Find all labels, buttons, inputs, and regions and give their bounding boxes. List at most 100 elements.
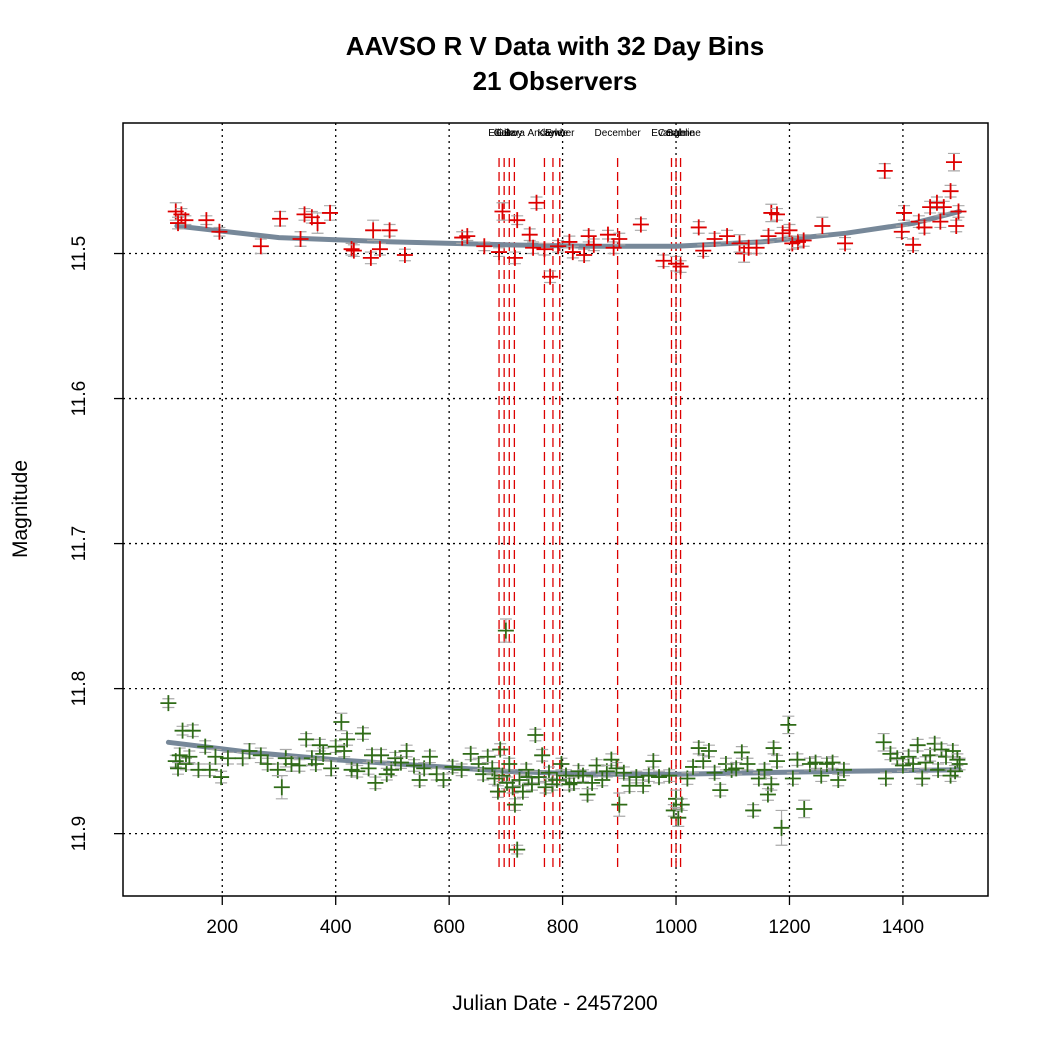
point-marker xyxy=(453,761,470,778)
event-label: Ember xyxy=(545,128,575,139)
data-point-R xyxy=(525,239,542,256)
point-marker xyxy=(621,777,638,794)
point-marker xyxy=(916,219,933,236)
data-point-V xyxy=(882,745,899,762)
point-marker xyxy=(645,753,662,770)
point-marker xyxy=(405,757,422,774)
data-point-R xyxy=(760,228,777,245)
data-point-V xyxy=(527,727,544,744)
event-label: Cerah xyxy=(658,128,685,139)
point-marker xyxy=(768,206,785,223)
point-marker xyxy=(171,747,188,764)
data-point-V xyxy=(327,738,344,755)
data-point-V xyxy=(773,809,790,846)
data-point-R xyxy=(542,268,559,285)
data-point-R xyxy=(521,226,538,243)
point-marker xyxy=(219,750,236,767)
point-marker xyxy=(945,154,962,171)
point-marker xyxy=(635,777,652,794)
point-marker xyxy=(322,204,339,221)
data-point-V xyxy=(584,774,601,791)
point-marker xyxy=(877,770,894,787)
data-point-V xyxy=(661,767,678,784)
point-marker xyxy=(814,217,831,234)
plot-frame xyxy=(122,122,989,897)
data-point-V xyxy=(213,769,230,786)
point-marker xyxy=(184,722,201,739)
data-point-R xyxy=(695,242,712,259)
point-marker xyxy=(605,239,622,256)
event-label: Salme xyxy=(666,128,695,139)
data-point-V xyxy=(421,748,438,765)
point-marker xyxy=(905,756,922,773)
data-point-R xyxy=(362,249,379,266)
data-point-V xyxy=(273,775,290,800)
point-marker xyxy=(585,236,602,253)
point-marker xyxy=(349,763,366,780)
data-point-V xyxy=(298,731,315,748)
point-marker xyxy=(768,753,785,770)
data-point-R xyxy=(585,236,602,253)
grid-lines xyxy=(123,123,988,896)
point-marker xyxy=(951,756,968,773)
data-point-V xyxy=(670,808,687,827)
data-point-R xyxy=(668,255,685,272)
data-point-V xyxy=(339,731,356,748)
data-point-V xyxy=(759,786,776,803)
point-marker xyxy=(177,212,194,229)
point-marker xyxy=(354,725,371,742)
data-point-V xyxy=(354,725,371,742)
point-marker xyxy=(930,761,947,778)
point-marker xyxy=(780,716,797,733)
point-marker xyxy=(327,738,344,755)
data-point-V xyxy=(360,760,377,777)
point-marker xyxy=(542,268,559,285)
data-point-R xyxy=(296,206,313,223)
data-point-R xyxy=(292,231,309,248)
data-point-V xyxy=(917,754,934,771)
data-point-R xyxy=(932,213,949,230)
y-axis-label: Magnitude xyxy=(9,460,32,558)
event-label: Evangeline xyxy=(651,128,701,139)
data-point-R xyxy=(177,212,194,229)
data-point-R xyxy=(814,216,831,236)
point-marker xyxy=(367,774,384,791)
chart-subtitle: 21 Observers xyxy=(473,66,638,96)
y-tick-label: 11.5 xyxy=(69,236,90,272)
x-tick-label: 600 xyxy=(433,917,465,938)
point-marker xyxy=(765,740,782,757)
point-marker xyxy=(712,782,729,799)
data-point-V xyxy=(333,712,350,732)
point-marker xyxy=(360,760,377,777)
data-point-R xyxy=(748,239,765,256)
point-marker xyxy=(789,751,806,768)
point-marker xyxy=(309,215,326,232)
y-tick-label: 11.9 xyxy=(69,816,90,852)
data-point-V xyxy=(398,742,415,759)
point-marker xyxy=(398,742,415,759)
data-point-R xyxy=(345,242,362,259)
data-point-V xyxy=(506,796,523,813)
data-point-V xyxy=(628,769,645,786)
point-marker xyxy=(548,771,565,788)
data-point-R xyxy=(935,199,952,216)
data-point-V xyxy=(570,763,587,780)
x-tick-label: 1000 xyxy=(655,917,697,938)
point-marker xyxy=(528,194,545,211)
data-point-R xyxy=(605,239,622,256)
point-marker xyxy=(795,232,812,249)
point-marker xyxy=(504,779,521,796)
data-point-V xyxy=(712,782,729,799)
event-label: Elliot xyxy=(488,128,510,139)
data-point-V xyxy=(914,770,931,787)
data-point-R xyxy=(211,223,228,240)
data-point-R xyxy=(632,216,649,233)
data-point-R xyxy=(309,212,326,234)
data-point-R xyxy=(381,222,398,239)
point-marker xyxy=(830,771,847,788)
point-marker xyxy=(922,199,939,216)
data-point-R xyxy=(322,204,339,221)
data-point-V xyxy=(875,732,892,752)
point-marker xyxy=(706,764,723,781)
